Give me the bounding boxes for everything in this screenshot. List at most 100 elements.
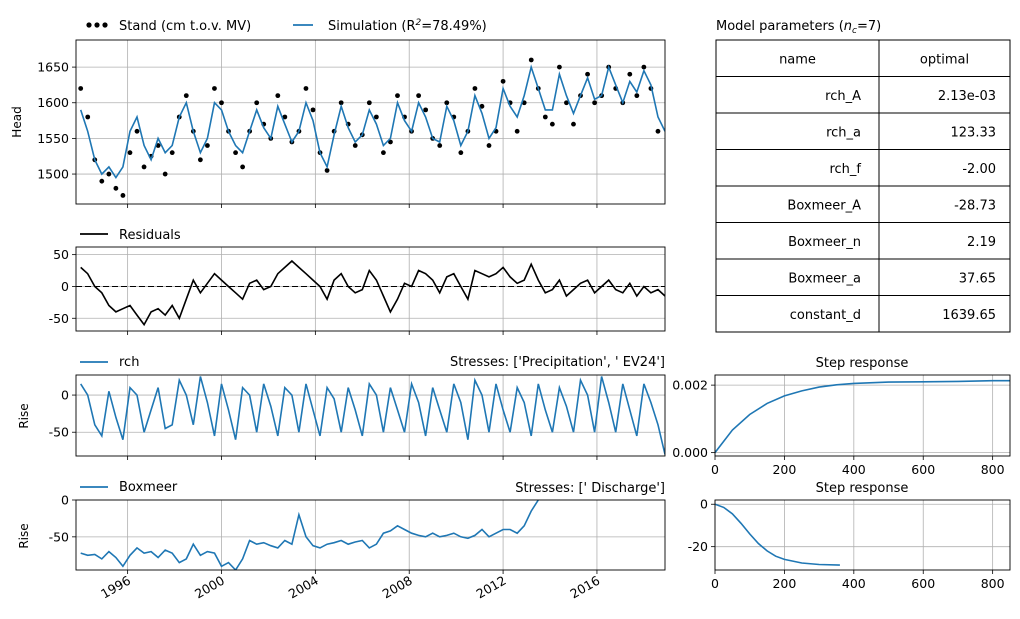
boxmeer-ytick-label: 0 [61,493,69,508]
head-observation-point [197,157,203,163]
step-response-rch-panel: Step response 0.000 0.002 0 200 400 600 800 [672,356,1011,477]
head-observation-point [634,93,640,99]
head-observation-point [641,64,647,70]
rch-subtitle: Stresses: ['Precipitation', ' EV24'] [450,355,665,370]
table-param-value: 1639.65 [942,308,996,323]
table-param-value: -2.00 [962,162,996,177]
head-observation-point [373,114,379,120]
year-tick-label: 1996 [98,573,133,602]
head-observation-point [134,128,140,134]
year-tick-label: 2012 [474,573,509,602]
table-cell [878,76,1011,114]
residuals-ytick-label: 0 [61,279,69,294]
boxmeer-series-line [80,500,539,570]
step-boxmeer-xtick-label: 800 [981,576,1005,591]
head-observation-point [141,164,147,170]
head-observation-point [437,143,443,148]
head-observation-point [479,103,485,109]
step-rch-xtick-label: 600 [911,462,935,477]
head-observation-point [395,93,400,99]
head-observation-point [571,121,576,127]
step-rch-xtick-label: 200 [772,462,796,477]
head-observation-point [458,150,464,156]
head-observation-point [106,171,112,177]
head-ylabel: Head [10,106,24,137]
year-tick-label: 2004 [286,573,321,602]
residuals-panel: Residuals -50 0 50 [49,228,666,335]
head-observation-point [85,114,91,120]
head-observation-point [542,114,548,120]
table-param-name: rch_A [825,89,861,104]
head-observation-point [585,71,590,77]
table-cell [715,258,880,296]
head-observation-point [183,93,189,99]
year-tick-label: 2000 [192,573,227,602]
table-param-value: 2.13e-03 [938,89,996,104]
head-observation-point [324,168,330,173]
head-observation-point [275,93,281,99]
head-observation-point [169,150,175,156]
head-observation-point [78,86,84,91]
head-observation-point [233,150,238,156]
residuals-ytick-label: -50 [49,311,69,326]
head-axes-frame [75,39,666,205]
head-observation-point [205,143,210,148]
step-boxmeer-xtick-label: 400 [842,576,866,591]
head-observation-point [310,107,316,113]
head-observation-point [113,185,119,191]
table-param-value: 123.33 [951,125,997,140]
boxmeer-ytick-label: -50 [49,529,69,544]
table-param-value: 37.65 [959,271,996,286]
head-observation-point [240,164,246,170]
table-cell [715,295,880,333]
head-observation-point [557,64,562,70]
head-observation-point [528,57,534,63]
head-observation-point [366,100,372,106]
step-response-boxmeer-title: Step response [816,481,909,496]
step-rch-ytick-label: 0.002 [672,378,708,393]
residuals-axes-frame [75,246,666,332]
step-boxmeer-ytick-label: 0 [700,497,708,512]
head-ytick-label: 1500 [37,167,69,182]
parameters-table-title: Model parameters (nc=7) [716,19,881,36]
boxmeer-subtitle: Stresses: [' Discharge'] [515,481,665,496]
table-cell [878,222,1011,260]
step-boxmeer-xtick-label: 600 [911,576,935,591]
rch-ytick-label: -50 [49,425,69,440]
residuals-legend-label: Residuals [119,228,181,243]
head-observation-point [338,100,344,106]
table-cell [878,295,1011,333]
head-observation-point [352,143,358,148]
head-observation-point [444,100,450,106]
head-observation-point [212,86,217,91]
table-header-name: name [779,52,816,67]
table-cell [878,39,1011,77]
head-legend-obs-marker [102,22,108,28]
table-param-name: Boxmeer_a [788,271,861,286]
rch-panel: rch Stresses: ['Precipitation', ' EV24']… [17,355,666,460]
table-param-name: constant_d [790,308,861,323]
step-response-boxmeer-panel: Step response -20 0 0 200 400 600 800 [688,481,1011,591]
head-observation-point [99,178,105,184]
boxmeer-axes-frame [75,499,666,571]
head-observation-point [254,100,260,106]
head-ytick-label: 1550 [37,131,69,146]
head-observation-point [388,139,393,145]
head-observation-point [423,107,429,113]
head-observation-point [219,100,224,106]
rch-axes-frame [75,374,666,457]
step-boxmeer-series-line [715,503,840,566]
head-observation-point [564,100,569,106]
head-observation-point [416,93,422,99]
step-boxmeer-xtick-label: 0 [711,576,719,591]
table-param-name: Boxmeer_A [787,198,861,213]
head-observation-point [162,171,168,177]
step-rch-ytick-label: 0.000 [672,445,708,460]
residuals-ytick-label: 50 [53,247,69,262]
table-cell [878,185,1011,223]
table-header-optimal: optimal [920,52,969,67]
rch-ytick-label: 0 [61,388,69,403]
head-observation-point [282,114,288,120]
head-observation-point [627,71,633,77]
